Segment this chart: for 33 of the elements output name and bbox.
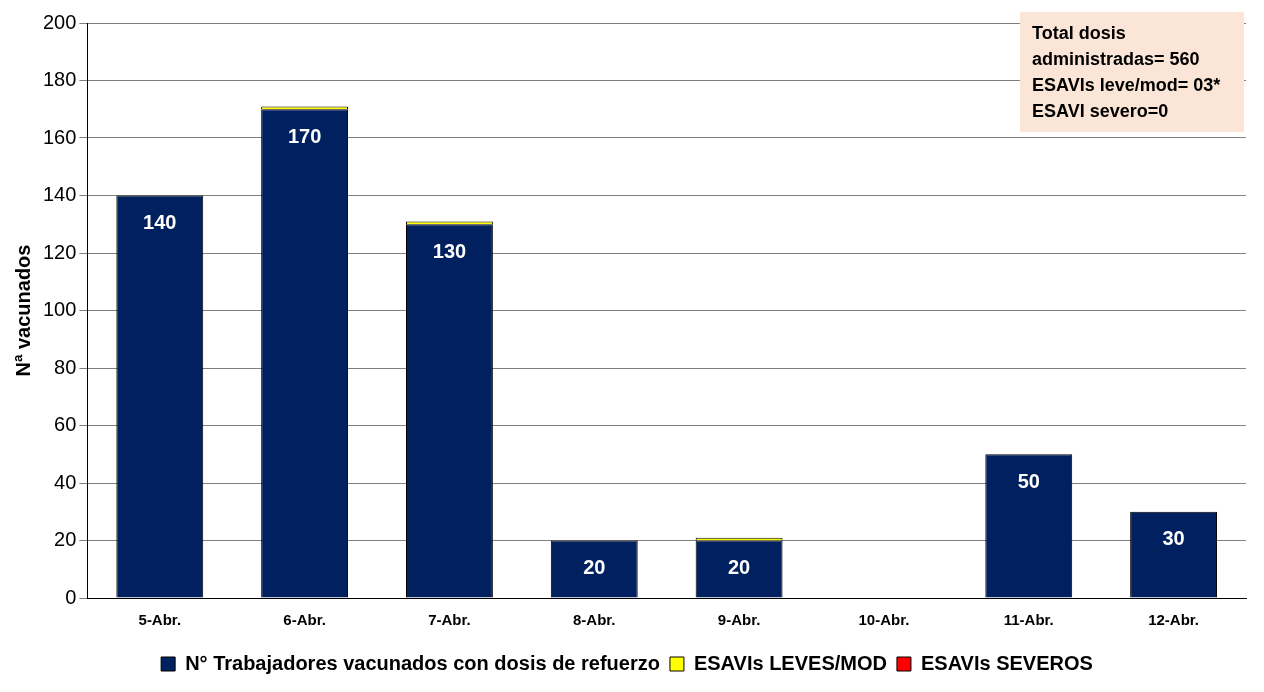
data-label: 20 [727,556,751,579]
x-tick-label: 12-Abr. [1148,611,1200,629]
data-label: 130 [432,239,467,262]
legend-label: N° Trabajadores vacunados con dosis de refuerzo [185,651,660,674]
data-label: 30 [1162,527,1185,550]
annotation: Total dosis administradas= 560 [1032,22,1201,71]
x-tick-label: 11-Abr. [1003,611,1054,629]
x-tick-label: 8-Abr. [573,611,616,629]
y-tick-label: 140 [42,183,77,206]
annotation: ESAVIs leve/mod= 03* [1032,74,1222,97]
x-tick-label: 9-Abr. [717,611,761,629]
y-tick-label: 0 [65,585,77,608]
y-tick-label: 200 [42,10,77,33]
x-tick-label: 6-Abr. [283,611,326,629]
y-tick-label: 40 [54,470,77,493]
y-tick-label: 120 [42,240,77,263]
data-label: 140 [143,211,177,234]
y-tick-label: 20 [54,528,77,551]
x-tick-label: 7-Abr. [428,611,471,629]
annotation: ESAVI severo=0 [1032,100,1170,123]
data-label: 50 [1017,469,1040,492]
y-tick-label: 180 [42,68,77,91]
y-tick-label: 160 [42,125,77,148]
x-tick-label: 5-Abr. [138,611,182,629]
legend-label: ESAVIs SEVEROS [920,651,1093,674]
y-tick-label: 100 [42,298,77,321]
y-axis-title: Nª vacunados [11,244,34,377]
x-tick-label: 10-Abr. [858,611,910,629]
data-label: 20 [583,556,606,579]
data-label: 170 [287,124,322,147]
legend-label: ESAVIs LEVES/MOD [693,651,887,674]
y-tick-label: 60 [54,413,77,436]
y-tick-label: 80 [54,355,77,378]
